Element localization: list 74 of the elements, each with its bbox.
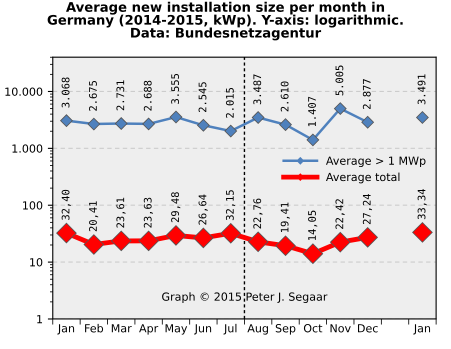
point bbox=[110, 230, 132, 252]
point bbox=[412, 222, 433, 243]
data-label: 19,41 bbox=[280, 202, 290, 232]
x-tick-label: Jan bbox=[413, 324, 430, 335]
x-tick-label: Jan bbox=[57, 324, 74, 335]
y-tick-label: 1.000 bbox=[12, 144, 42, 153]
data-label: 27,24 bbox=[362, 194, 372, 224]
point bbox=[416, 111, 429, 124]
point bbox=[88, 118, 100, 130]
point bbox=[357, 227, 378, 248]
data-label: 2.688 bbox=[144, 80, 152, 111]
x-tick-label: Mar bbox=[112, 324, 132, 332]
data-label: 32,15 bbox=[226, 190, 236, 220]
data-label: 3.555 bbox=[171, 74, 180, 104]
point bbox=[56, 222, 77, 244]
point bbox=[220, 223, 241, 244]
point bbox=[330, 232, 351, 252]
x-tick-label: Sep bbox=[276, 324, 296, 335]
data-label: 2.877 bbox=[362, 79, 371, 109]
point bbox=[60, 114, 73, 127]
data-label: 20,41 bbox=[89, 201, 98, 232]
data-label: 1.407 bbox=[308, 96, 316, 126]
point bbox=[279, 118, 292, 131]
data-label: 2.675 bbox=[89, 81, 97, 111]
y-tick-label: 10.000 bbox=[5, 87, 42, 96]
data-label: 23,61 bbox=[116, 198, 126, 228]
data-label: 2.610 bbox=[280, 81, 289, 112]
annotation: Graph © 2015 Peter J. Segaar bbox=[162, 292, 328, 303]
point bbox=[197, 118, 210, 132]
point bbox=[302, 243, 324, 264]
point bbox=[84, 234, 104, 255]
data-label: 22,42 bbox=[335, 199, 345, 229]
x-tick-label: Aug bbox=[247, 324, 268, 335]
point bbox=[170, 110, 182, 124]
point bbox=[252, 111, 264, 124]
x-tick-label: Jul bbox=[223, 324, 236, 335]
chart-title: Average new installation size per month in Germany (2014-2015, kWp). Y-axis: logarithmic. Data: Bundesnetzagentur bbox=[48, 2, 403, 40]
point bbox=[166, 225, 186, 246]
x-tick-label: Nov bbox=[330, 324, 351, 332]
data-label: 5.005 bbox=[335, 66, 344, 96]
legend-label: Average > 1 MWp bbox=[326, 156, 426, 168]
data-label: 2.731 bbox=[116, 80, 124, 110]
point bbox=[275, 235, 296, 256]
data-label: 26,64 bbox=[198, 194, 208, 225]
data-label: 2.545 bbox=[198, 82, 206, 112]
point bbox=[248, 232, 268, 252]
point bbox=[142, 118, 155, 130]
x-tick-label: Dec bbox=[358, 324, 378, 332]
point bbox=[361, 116, 374, 129]
data-label: 14,05 bbox=[308, 210, 318, 240]
point bbox=[306, 134, 320, 146]
point bbox=[138, 230, 159, 252]
point bbox=[114, 117, 128, 130]
data-label: 22,76 bbox=[253, 198, 262, 229]
data-label: 3.491 bbox=[418, 74, 426, 104]
point bbox=[334, 102, 347, 115]
point bbox=[193, 228, 214, 248]
data-label: 2.015 bbox=[226, 88, 234, 118]
point bbox=[224, 124, 238, 138]
data-label: 32,40 bbox=[62, 190, 71, 220]
y-tick-label: 1 bbox=[37, 315, 42, 324]
data-label: 33,34 bbox=[418, 189, 427, 220]
data-label: 3.068 bbox=[62, 77, 70, 108]
x-tick-label: May bbox=[166, 324, 188, 335]
x-tick-label: Oct bbox=[304, 324, 322, 332]
x-tick-label: Jun bbox=[194, 324, 212, 335]
data-label: 23,63 bbox=[144, 198, 153, 228]
y-tick-label: 10 bbox=[30, 258, 42, 266]
y-tick-label: 100 bbox=[23, 201, 42, 210]
x-tick-label: Feb bbox=[85, 324, 104, 332]
data-label: 29,48 bbox=[171, 192, 180, 222]
data-label: 3.487 bbox=[253, 74, 262, 104]
legend-label: Average total bbox=[326, 172, 400, 184]
x-tick-label: Apr bbox=[139, 324, 158, 335]
